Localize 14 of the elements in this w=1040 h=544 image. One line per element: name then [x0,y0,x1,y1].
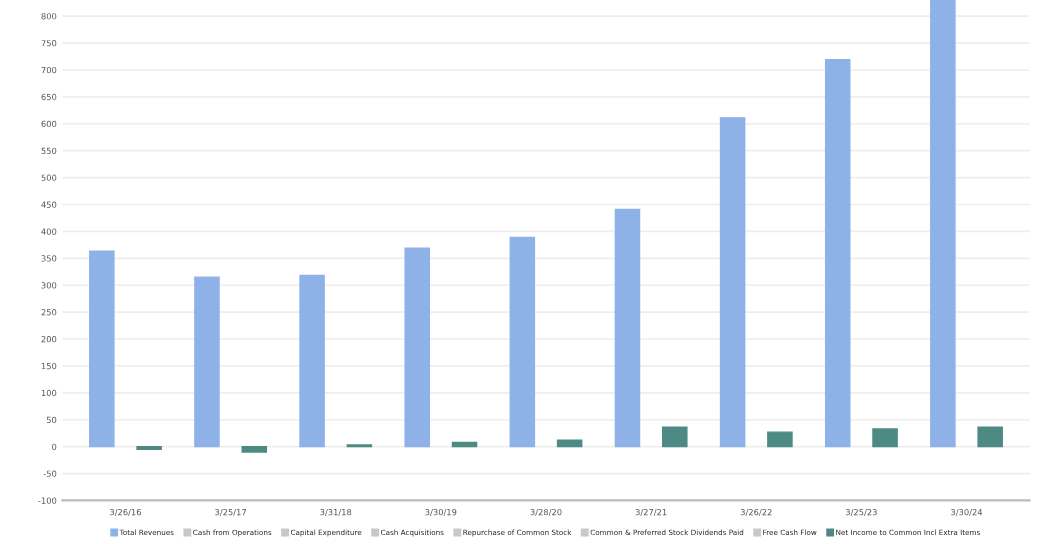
bar [930,0,956,448]
bar [509,236,536,448]
bar [241,445,268,453]
bar [614,208,641,448]
bar [661,426,688,448]
bar [767,431,793,448]
bar [977,426,1003,448]
bar [89,250,115,448]
bar [824,59,851,448]
bar [299,274,325,448]
bar [404,247,431,448]
bar [872,428,898,448]
bar [719,117,746,448]
bar [194,276,220,448]
